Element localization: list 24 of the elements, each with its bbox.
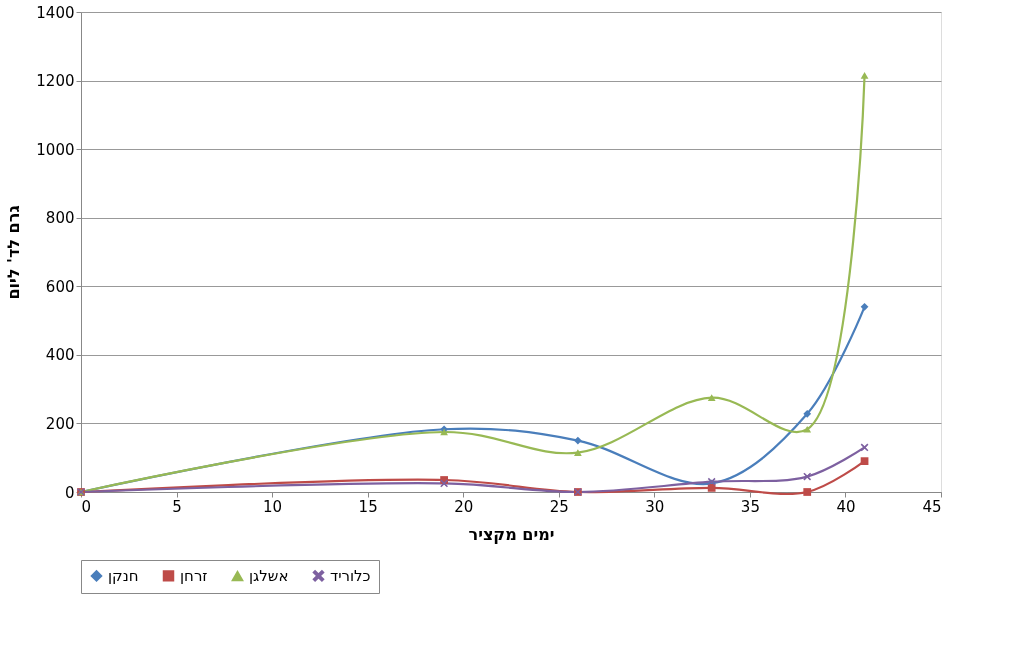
legend-label: זרחן bbox=[180, 566, 208, 585]
y-tick-label: 1200 bbox=[36, 72, 75, 91]
x-tick-label: 30 bbox=[645, 497, 665, 516]
y-tick-label: 1400 bbox=[36, 3, 75, 22]
legend-label: כלוריד bbox=[330, 566, 371, 585]
x-tick-label: 5 bbox=[172, 497, 182, 516]
y-tick-label: 800 bbox=[45, 209, 75, 228]
y-tick-label: 1000 bbox=[36, 140, 75, 159]
y-tick-label: 200 bbox=[45, 414, 75, 433]
x-tick-label: 0 bbox=[81, 497, 92, 516]
y-axis-title: גרם לד' ליום bbox=[4, 205, 24, 300]
y-tick-label: 0 bbox=[64, 483, 75, 502]
y-tick-label: 600 bbox=[45, 277, 75, 296]
x-axis-title: ימים מקציר bbox=[468, 524, 555, 544]
y-tick-label: 400 bbox=[45, 346, 75, 365]
x-tick-label: 25 bbox=[549, 497, 569, 516]
x-tick-label: 20 bbox=[454, 497, 474, 516]
x-tick-label: 15 bbox=[358, 497, 378, 516]
x-tick-label: 40 bbox=[836, 497, 856, 516]
x-tick-label: 35 bbox=[740, 497, 760, 516]
legend-label: חנקן bbox=[108, 566, 139, 585]
x-tick-label: 45 bbox=[922, 497, 942, 516]
x-tick-label: 10 bbox=[263, 497, 283, 516]
legend-label: אשלגן bbox=[249, 567, 289, 586]
